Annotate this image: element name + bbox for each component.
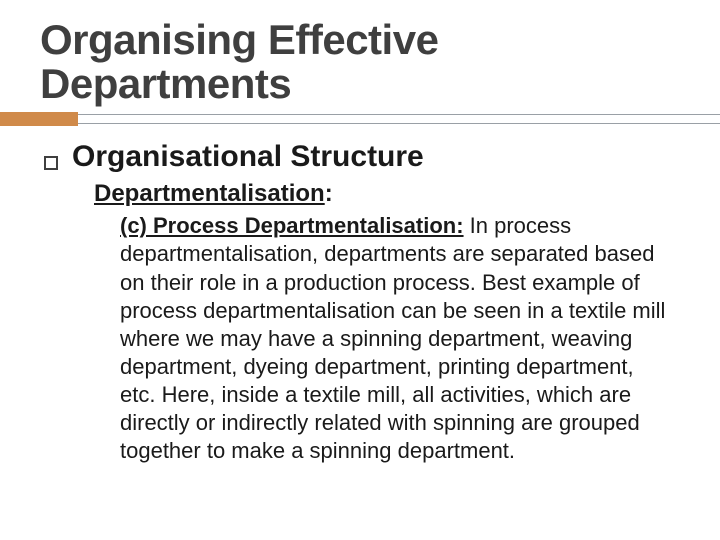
heading2-underlined: Departmentalisation — [94, 180, 325, 207]
divider-line-bottom — [78, 123, 720, 124]
body-paragraph: (c) Process Departmentalisation: In proc… — [120, 212, 670, 465]
heading1-text: Organisational Structure — [72, 140, 424, 174]
slide-title: Organising Effective Departments — [40, 18, 680, 106]
square-bullet-icon — [44, 156, 58, 170]
slide: Organising Effective Departments Organis… — [0, 0, 720, 540]
body-lead: (c) Process Departmentalisation: — [120, 213, 464, 238]
divider-accent — [0, 112, 78, 126]
heading2-colon: : — [325, 180, 333, 207]
body-rest: In process departmentalisation, departme… — [120, 213, 665, 463]
heading-level-1: Organisational Structure — [44, 140, 680, 174]
heading-level-2: Departmentalisation: — [94, 180, 680, 208]
title-divider — [40, 112, 680, 126]
divider-line-top — [78, 114, 720, 115]
